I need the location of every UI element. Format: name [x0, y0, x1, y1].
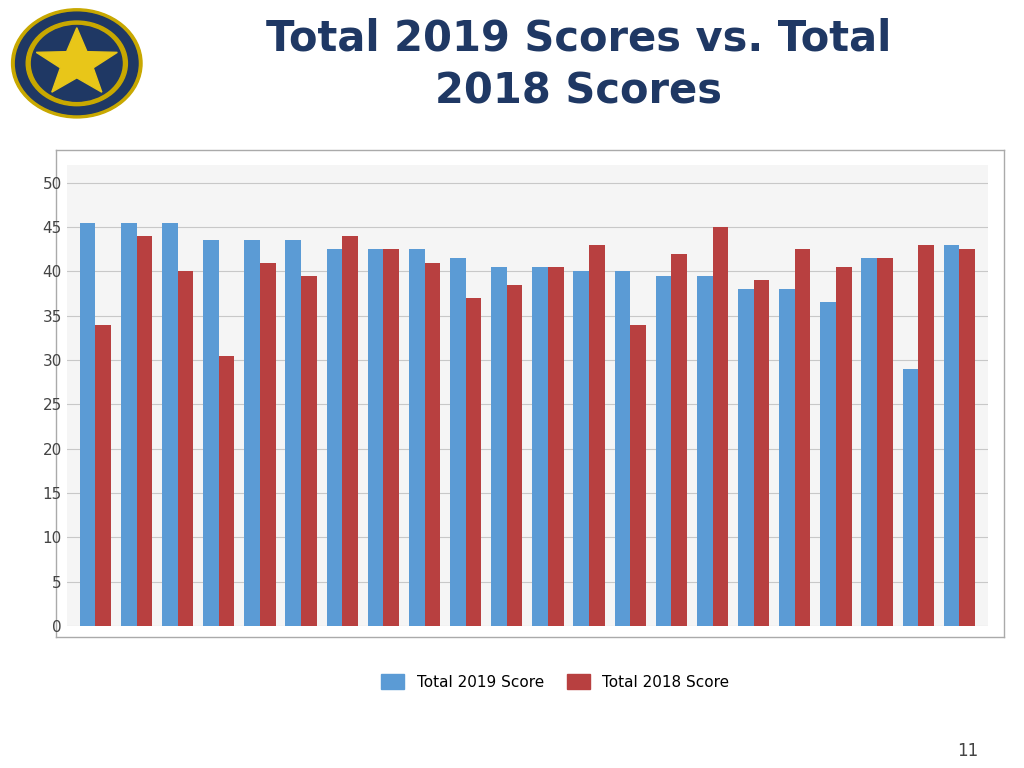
Bar — [203, 240, 219, 626]
Bar — [589, 245, 605, 626]
Bar — [260, 263, 275, 626]
Bar — [425, 263, 440, 626]
Bar — [532, 267, 548, 626]
Bar — [836, 267, 852, 626]
Bar — [655, 276, 672, 626]
Bar — [245, 240, 260, 626]
Bar — [713, 227, 728, 626]
Bar — [383, 250, 399, 626]
Bar — [573, 271, 589, 626]
Bar — [492, 267, 507, 626]
Bar — [466, 298, 481, 626]
Bar — [779, 290, 795, 626]
Text: Total 2019 Scores vs. Total: Total 2019 Scores vs. Total — [266, 18, 891, 60]
Circle shape — [32, 25, 122, 101]
Polygon shape — [36, 28, 118, 92]
Circle shape — [15, 12, 138, 114]
Bar — [820, 303, 836, 626]
Bar — [902, 369, 919, 626]
Bar — [450, 258, 466, 626]
Text: 11: 11 — [956, 743, 978, 760]
Bar — [162, 223, 177, 626]
Bar — [327, 250, 342, 626]
Bar — [697, 276, 713, 626]
Bar — [80, 223, 95, 626]
Circle shape — [11, 8, 142, 118]
Bar — [136, 236, 153, 626]
Bar — [614, 271, 630, 626]
Bar — [301, 276, 316, 626]
Bar — [121, 223, 136, 626]
Text: Average Total 2019 Score:: Average Total 2019 Score: — [74, 648, 270, 661]
Bar — [368, 250, 383, 626]
Bar — [95, 325, 111, 626]
Bar — [409, 250, 425, 626]
Bar — [672, 253, 687, 626]
Bar — [919, 245, 934, 626]
Legend: Total 2019 Score, Total 2018 Score: Total 2019 Score, Total 2018 Score — [381, 674, 729, 690]
Bar — [177, 271, 194, 626]
Bar — [795, 250, 810, 626]
Text: Average Total 2018 Score:: Average Total 2018 Score: — [74, 686, 270, 699]
Bar — [738, 290, 754, 626]
Bar — [507, 285, 522, 626]
Bar — [286, 240, 301, 626]
Bar — [548, 267, 563, 626]
Bar — [219, 356, 234, 626]
Text: 2018 Scores: 2018 Scores — [435, 70, 722, 112]
Bar — [861, 258, 878, 626]
Bar — [878, 258, 893, 626]
Bar — [959, 250, 975, 626]
Bar — [630, 325, 646, 626]
Text: 40.07 / 44: 40.07 / 44 — [74, 707, 148, 720]
Text: 40.63 / 45: 40.63 / 45 — [74, 668, 148, 681]
Bar — [342, 236, 357, 626]
Circle shape — [27, 21, 127, 106]
Bar — [754, 280, 769, 626]
Bar — [944, 245, 959, 626]
